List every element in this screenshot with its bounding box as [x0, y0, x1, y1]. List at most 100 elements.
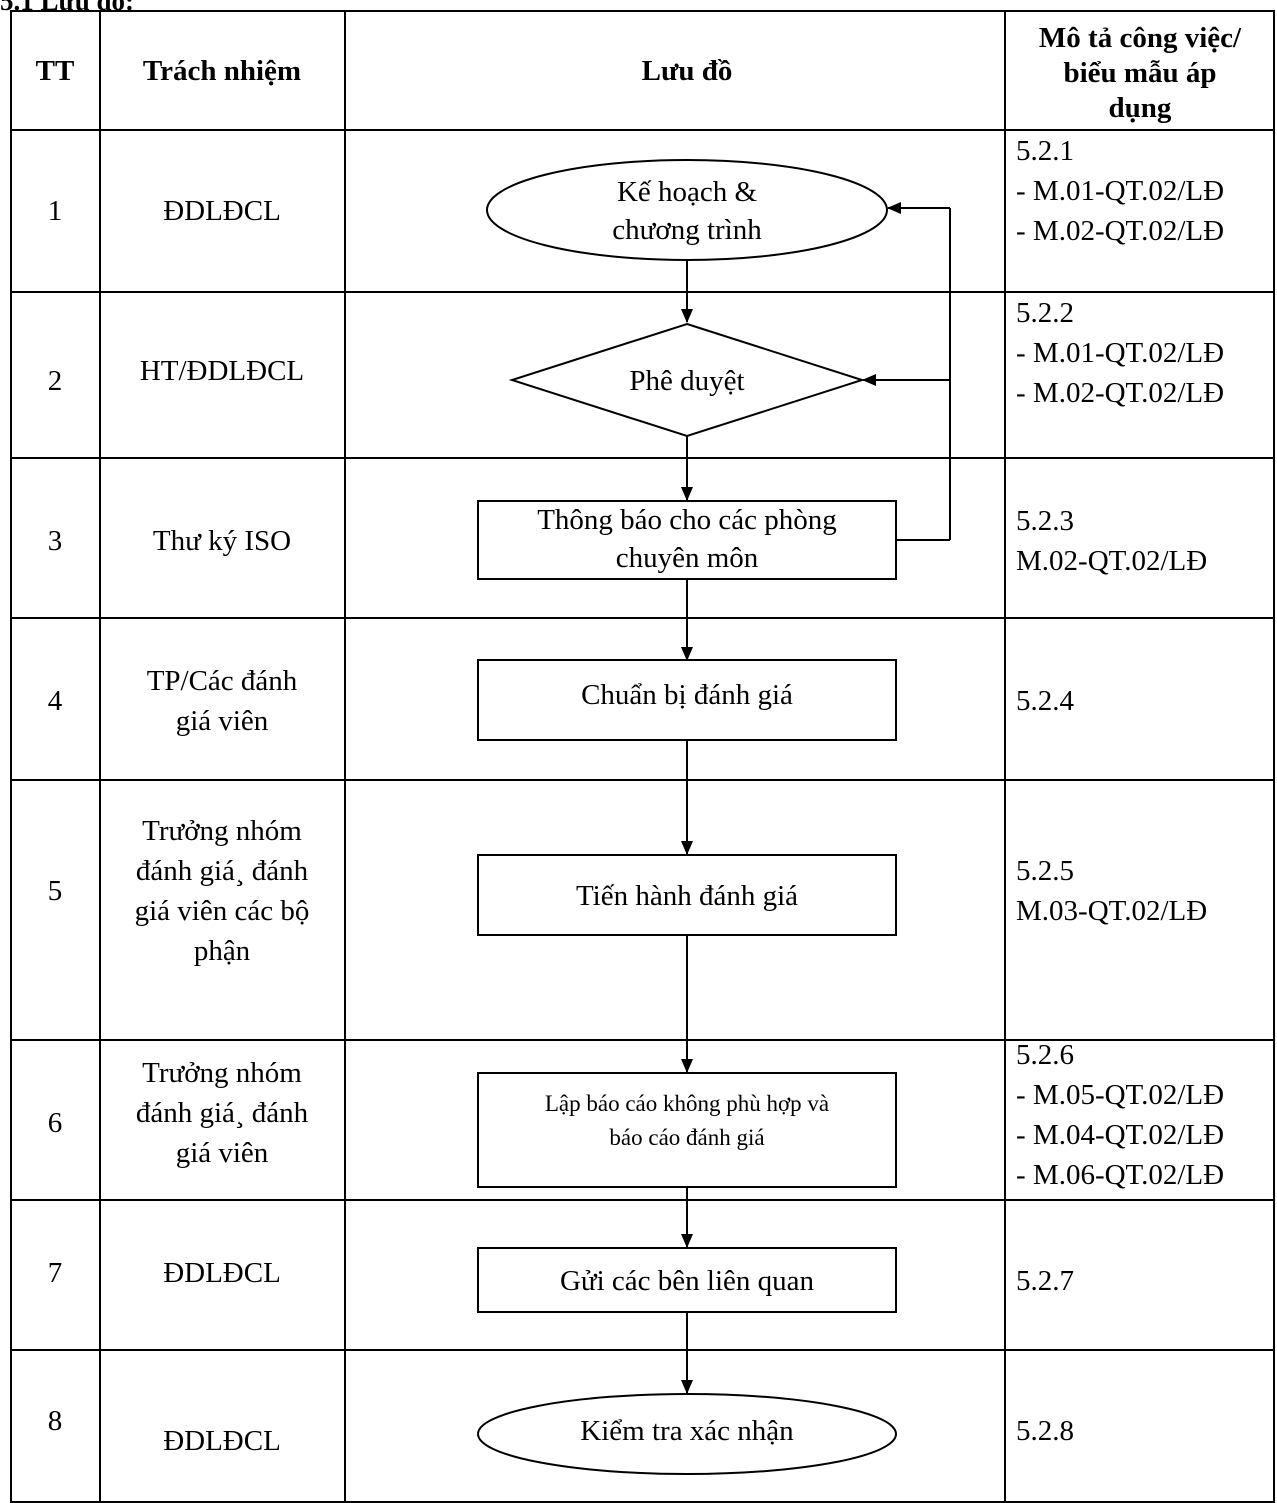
row-number: 2 — [48, 365, 63, 397]
responsibility-cell-line: đánh giá¸ đánh — [136, 855, 309, 887]
flowchart-table: TT Trách nhiệm Lưu đồ Mô tả công việc/biểu … — [10, 10, 1275, 1503]
description-cell-line: 5.2.1 — [1016, 135, 1074, 167]
node-label: Kế hoạch & chương trình — [612, 176, 762, 246]
node-label-line: Kế hoạch & — [617, 176, 758, 208]
header-responsibility: Trách nhiệm — [143, 55, 301, 87]
header-tt: TT — [36, 55, 75, 87]
responsibility-cell-line: TP/Các đánh — [147, 665, 298, 697]
node-label-line: báo cáo đánh giá — [609, 1125, 764, 1150]
row-number: 4 — [48, 685, 63, 717]
description-cell-line: - M.04-QT.02/LĐ — [1016, 1119, 1224, 1151]
responsibility-cell: ĐDLĐCL — [163, 1425, 281, 1457]
node-label-line: Gửi các bên liên quan — [560, 1265, 815, 1297]
row-number: 8 — [48, 1405, 63, 1437]
process-node — [477, 1072, 897, 1188]
responsibility-cell-line: đánh giá¸ đánh — [136, 1097, 309, 1129]
description-cell-line: - M.02-QT.02/LĐ — [1016, 215, 1224, 247]
responsibility-cell: Trưởng nhóm đánh giá¸ đánh giá viên — [136, 1057, 309, 1169]
header-description-line: dụng — [1109, 92, 1172, 124]
responsibility-cell-line: HT/ĐDLĐCL — [140, 355, 304, 387]
node-label: Kiểm tra xác nhận — [580, 1415, 794, 1447]
flow-connectors — [681, 202, 951, 1394]
header-description-line: biểu mẫu áp — [1063, 57, 1216, 89]
description-cell: 5.2.3 M.02-QT.02/LĐ — [1016, 505, 1207, 577]
row-number: 3 — [48, 525, 63, 557]
node-label: Tiến hành đánh giá — [576, 880, 798, 912]
process-node — [477, 1247, 897, 1313]
description-cell-line: M.02-QT.02/LĐ — [1016, 545, 1207, 577]
node-label: Phê duyệt — [629, 365, 744, 397]
responsibility-cell: ĐDLĐCL — [163, 1257, 281, 1289]
description-cell: 5.2.1 - M.01-QT.02/LĐ - M.02-QT.02/LĐ — [1016, 135, 1224, 247]
description-cell: 5.2.2 - M.01-QT.02/LĐ - M.02-QT.02/LĐ — [1016, 297, 1224, 409]
description-cell: 5.2.6 - M.05-QT.02/LĐ - M.04-QT.02/LĐ - M.0… — [1016, 1039, 1224, 1191]
table-row: 3 Thư ký ISO 5.2.3 M.02-QT.02/LĐ Thông báo c… — [48, 500, 1207, 580]
description-cell: 5.2.8 — [1016, 1415, 1074, 1447]
process-node — [477, 854, 897, 936]
responsibility-cell-line: phận — [194, 935, 251, 967]
row-number: 5 — [48, 875, 63, 907]
node-label: Lập báo cáo không phù hợp và báo cáo đánh… — [545, 1091, 829, 1150]
table-row: 8 ĐDLĐCL 5.2.8 Kiểm tra xác nhận — [48, 1393, 1074, 1475]
description-cell-line: 5.2.2 — [1016, 297, 1074, 329]
responsibility-cell-line: Thư ký ISO — [153, 525, 291, 557]
responsibility-cell: Thư ký ISO — [153, 525, 291, 557]
table-row: 6 Trưởng nhóm đánh giá¸ đánh giá viên 5.2.6 -… — [48, 1039, 1224, 1191]
node-label-line: Phê duyệt — [629, 365, 744, 397]
row-number: 6 — [48, 1107, 63, 1139]
description-cell-line: - M.02-QT.02/LĐ — [1016, 377, 1224, 409]
description-cell-line: - M.01-QT.02/LĐ — [1016, 337, 1224, 369]
table-row: 5 Trưởng nhóm đánh giá¸ đánh giá viên các b… — [48, 815, 1207, 967]
node-label-line: Thông báo cho các phòng — [537, 504, 837, 536]
table-header: TT Trách nhiệm Lưu đồ Mô tả công việc/biểu … — [36, 22, 1242, 124]
header-description-line: Mô tả công việc/ — [1039, 22, 1242, 54]
table-row: 1 ĐDLĐCL 5.2.1 - M.01-QT.02/LĐ - M.02-QT.02/… — [48, 135, 1224, 261]
table-body: 1 ĐDLĐCL 5.2.1 - M.01-QT.02/LĐ - M.02-QT.02/… — [48, 135, 1224, 1475]
description-cell: 5.2.5 M.03-QT.02/LĐ — [1016, 855, 1207, 927]
node-label-line: Chuẩn bị đánh giá — [581, 679, 793, 711]
node-label-line: Kiểm tra xác nhận — [580, 1415, 794, 1447]
node-label: Gửi các bên liên quan — [560, 1265, 815, 1297]
description-cell-line: M.03-QT.02/LĐ — [1016, 895, 1207, 927]
description-cell-line: 5.2.8 — [1016, 1415, 1074, 1447]
node-label: Thông báo cho các phòng chuyên môn — [537, 504, 837, 574]
responsibility-cell-line: giá viên — [176, 705, 269, 737]
description-cell-line: 5.2.6 — [1016, 1039, 1074, 1071]
responsibility-cell-line: Trưởng nhóm — [142, 1057, 302, 1089]
description-cell: 5.2.7 — [1016, 1265, 1074, 1297]
responsibility-cell: TP/Các đánh giá viên — [147, 665, 298, 737]
responsibility-cell-line: ĐDLĐCL — [163, 1257, 281, 1289]
node-label-line: chương trình — [612, 214, 762, 246]
description-cell-line: 5.2.4 — [1016, 685, 1075, 717]
description-cell-line: - M.06-QT.02/LĐ — [1016, 1159, 1224, 1191]
description-cell-line: - M.05-QT.02/LĐ — [1016, 1079, 1224, 1111]
description-cell-line: 5.2.7 — [1016, 1265, 1074, 1297]
terminal-node — [477, 1393, 897, 1475]
description-cell-line: 5.2.3 — [1016, 505, 1074, 537]
process-node — [477, 659, 897, 741]
table-grid — [10, 10, 1275, 1503]
table-row: 7 ĐDLĐCL 5.2.7 Gửi các bên liên quan — [48, 1247, 1074, 1313]
node-label-line: chuyên môn — [616, 542, 759, 574]
responsibility-cell-line: giá viên các bộ — [135, 895, 310, 927]
responsibility-cell-line: giá viên — [176, 1137, 269, 1169]
responsibility-cell-line: Trưởng nhóm — [142, 815, 302, 847]
row-number: 7 — [48, 1257, 63, 1289]
table-row: 4 TP/Các đánh giá viên 5.2.4 Chuẩn bị đánh g… — [48, 659, 1075, 741]
node-label: Chuẩn bị đánh giá — [581, 679, 793, 711]
description-cell-line: 5.2.5 — [1016, 855, 1074, 887]
process-node — [477, 500, 897, 580]
responsibility-cell-line: ĐDLĐCL — [163, 195, 281, 227]
description-cell-line: - M.01-QT.02/LĐ — [1016, 175, 1224, 207]
responsibility-cell: HT/ĐDLĐCL — [140, 355, 304, 387]
responsibility-cell: ĐDLĐCL — [163, 195, 281, 227]
node-label-line: Lập báo cáo không phù hợp và — [545, 1091, 829, 1116]
responsibility-cell-line: ĐDLĐCL — [163, 1425, 281, 1457]
table-row: 2 HT/ĐDLĐCL 5.2.2 - M.01-QT.02/LĐ - M.02-QT.… — [48, 297, 1224, 438]
header-flowchart: Lưu đồ — [642, 55, 733, 87]
table-border — [10, 10, 1275, 1503]
row-number: 1 — [48, 195, 63, 227]
description-cell: 5.2.4 — [1016, 685, 1075, 717]
node-label-line: Tiến hành đánh giá — [576, 880, 798, 912]
